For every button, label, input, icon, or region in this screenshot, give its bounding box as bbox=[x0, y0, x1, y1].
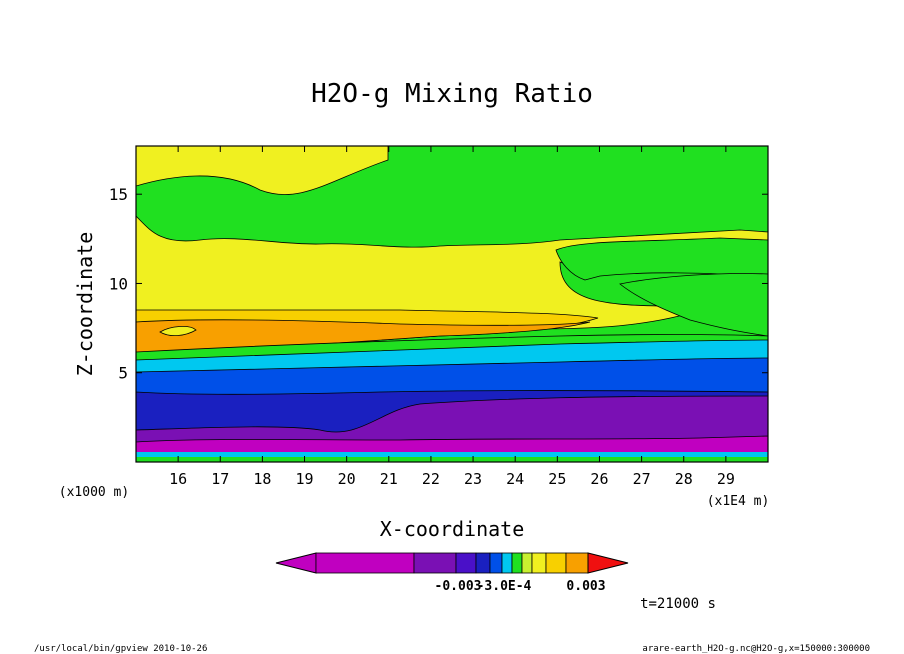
colorbar-segment-purple bbox=[413, 552, 457, 574]
band-bottom-cyan bbox=[136, 452, 768, 457]
y-tick-label-10: 10 bbox=[109, 274, 128, 293]
x-axis-label: X-coordinate bbox=[380, 517, 525, 541]
colorbar-segment-magenta bbox=[315, 552, 415, 574]
y-axis-label: Z-coordinate bbox=[73, 232, 97, 377]
y-tick-label-15: 15 bbox=[109, 185, 128, 204]
x-axis: 16 17 18 19 20 21 22 23 24 25 26 27 28 29 bbox=[169, 146, 735, 488]
x-tick-label-25: 25 bbox=[548, 470, 566, 488]
y-axis-unit: (x1000 m) bbox=[59, 485, 129, 500]
x-axis-unit: (x1E4 m) bbox=[707, 494, 770, 509]
colorbar-label-mid: -3.0E-4 bbox=[477, 579, 532, 594]
band-magenta bbox=[136, 435, 768, 455]
colorbar-segment-indigo bbox=[455, 552, 477, 574]
x-tick-label-29: 29 bbox=[717, 470, 735, 488]
contour-field bbox=[136, 146, 768, 462]
x-tick-label-27: 27 bbox=[633, 470, 651, 488]
plot-frame bbox=[135, 145, 769, 463]
colorbar-segment-green bbox=[511, 552, 523, 574]
colorbar-segment-cyan bbox=[501, 552, 513, 574]
x-tick-label-23: 23 bbox=[464, 470, 482, 488]
x-tick-label-17: 17 bbox=[211, 470, 229, 488]
chart-title: H2O-g Mixing Ratio bbox=[311, 79, 593, 109]
x-tick-label-18: 18 bbox=[253, 470, 271, 488]
y-axis: 5 10 15 bbox=[109, 185, 768, 383]
colorbar-label-min: -0.003 bbox=[435, 579, 482, 594]
colorbar-left-arrow bbox=[275, 552, 317, 574]
footer-left: /usr/local/bin/gpview 2010-10-26 bbox=[34, 644, 207, 654]
band-green-right bbox=[619, 273, 768, 337]
colorbar-right-arrow bbox=[587, 552, 629, 574]
time-label: t=21000 s bbox=[640, 596, 716, 612]
x-tick-label-22: 22 bbox=[422, 470, 440, 488]
colorbar bbox=[275, 552, 629, 574]
x-tick-label-26: 26 bbox=[590, 470, 608, 488]
colorbar-segment-yellow-green bbox=[521, 552, 533, 574]
x-tick-label-21: 21 bbox=[380, 470, 398, 488]
band-yellow-patch bbox=[159, 326, 197, 336]
colorbar-labels: -0.003 -3.0E-4 0.003 bbox=[435, 579, 606, 594]
colorbar-segment-yellow bbox=[531, 552, 547, 574]
colorbar-segment-blue bbox=[489, 552, 503, 574]
colorbar-segment-dark-blue bbox=[475, 552, 491, 574]
colorbar-segment-orange bbox=[565, 552, 589, 574]
x-tick-label-19: 19 bbox=[296, 470, 314, 488]
x-tick-label-24: 24 bbox=[506, 470, 524, 488]
x-tick-label-28: 28 bbox=[675, 470, 693, 488]
colorbar-label-max: 0.003 bbox=[566, 579, 605, 594]
x-tick-label-20: 20 bbox=[338, 470, 356, 488]
colorbar-segment-orange-yellow bbox=[545, 552, 567, 574]
x-tick-label-16: 16 bbox=[169, 470, 187, 488]
band-yellow bbox=[136, 146, 389, 195]
y-tick-label-5: 5 bbox=[118, 364, 128, 383]
footer-right: arare-earth_H2O-g.nc@H2O-g,x=150000:3000… bbox=[642, 644, 870, 654]
band-bottom-green bbox=[136, 457, 768, 462]
